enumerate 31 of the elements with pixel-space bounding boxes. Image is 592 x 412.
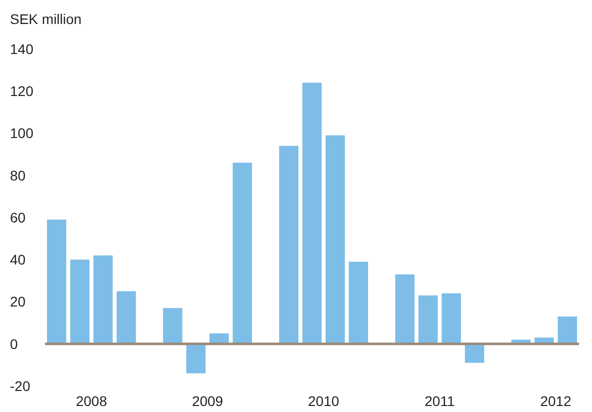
- bar: [302, 82, 322, 344]
- bar: [395, 274, 415, 344]
- bar: [93, 255, 113, 344]
- bar: [232, 162, 252, 344]
- text: 2009: [192, 393, 224, 409]
- bar: [116, 291, 136, 344]
- text: 2012: [540, 393, 572, 409]
- text: 2011: [424, 393, 455, 409]
- y-tick-label: 100: [10, 125, 34, 142]
- y-tick-label: 60: [10, 209, 26, 226]
- y-tick-label: 120: [10, 83, 34, 100]
- bar: [558, 316, 578, 344]
- y-axis-title: SEK million: [10, 11, 82, 27]
- y-tick-label: 20: [10, 294, 26, 310]
- bar: [326, 135, 345, 344]
- bar: [186, 344, 206, 374]
- bar: [348, 262, 368, 344]
- y-tick-label: 80: [10, 167, 26, 184]
- y-tick-label: 140: [10, 40, 34, 57]
- bar: [418, 295, 438, 344]
- bar: [46, 220, 66, 344]
- text: 2008: [76, 393, 108, 409]
- bar: [279, 146, 298, 344]
- y-tick-label: -20: [10, 378, 30, 394]
- bar: [442, 293, 461, 344]
- bar: [464, 344, 484, 363]
- y-tick-label: 40: [10, 252, 26, 268]
- text: 2010: [308, 393, 340, 409]
- bar: [163, 308, 182, 344]
- y-tick-label: 0: [10, 336, 18, 352]
- bar: [70, 260, 90, 344]
